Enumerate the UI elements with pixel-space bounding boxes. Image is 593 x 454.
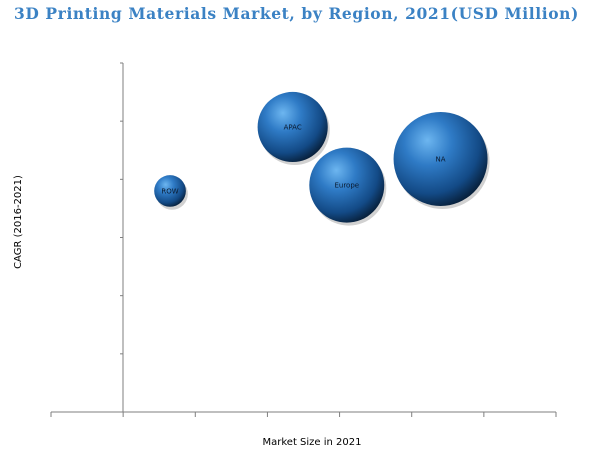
y-axis xyxy=(120,62,124,413)
x-axis-label: Market Size in 2021 xyxy=(262,437,361,448)
x-axis xyxy=(50,411,557,417)
bubbles: ROW APAC Europe NA xyxy=(154,91,490,226)
bubble-label: APAC xyxy=(284,123,302,131)
bubble-na: NA xyxy=(393,111,490,209)
bubble-europe: Europe xyxy=(309,147,387,226)
chart-title: 3D Printing Materials Market, by Region,… xyxy=(14,4,579,23)
bubble-circle xyxy=(309,147,385,223)
bubble-circle xyxy=(393,111,488,206)
bubble-label: Europe xyxy=(334,182,359,190)
y-axis-label: CAGR (2016-2021) xyxy=(13,175,24,269)
bubble-circle xyxy=(257,91,328,163)
bubble-circle xyxy=(154,175,186,207)
bubble-row: ROW xyxy=(154,175,188,210)
bubble-apac: APAC xyxy=(257,91,330,166)
bubble-label: ROW xyxy=(161,187,178,195)
bubble-label: NA xyxy=(436,155,446,163)
